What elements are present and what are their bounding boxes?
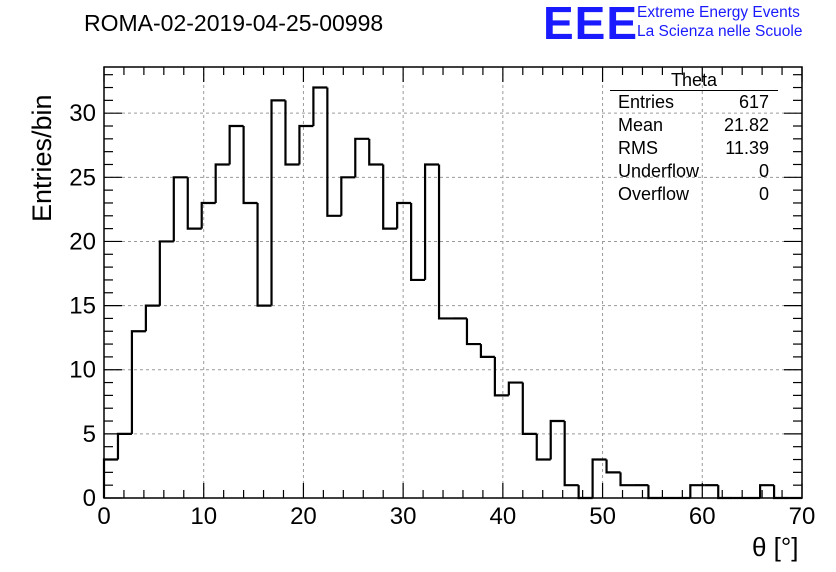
stats-row-label: Entries [618,92,675,112]
stats-row-label: Underflow [618,161,700,181]
histogram-bin [605,459,621,474]
logo-caption: Extreme Energy Events La Scienza nelle S… [637,3,802,41]
histogram-bin [256,202,272,307]
y-tick-label: 25 [69,164,96,191]
stats-row: Overflow 0 [610,183,778,206]
histogram-bins [102,86,802,500]
y-axis-label-wrap: Entries/bin [8,42,57,222]
histogram-bin [382,164,398,230]
x-tick-label: 50 [589,503,616,530]
histogram-bin [396,201,412,229]
y-tick-labels: 0 5 10 15 20 25 30 [69,100,96,512]
y-tick-label: 15 [69,293,96,320]
histogram-bin [102,458,118,498]
histogram-bin [410,202,426,282]
histogram-bin [577,485,593,500]
stats-title: Theta [610,70,778,91]
stats-box: Theta Entries 617 Mean 21.82 RMS 11.39 Underfl… [610,70,778,206]
histogram-bin [772,485,789,500]
histogram-bin [144,304,160,332]
y-tick-label: 5 [83,421,96,448]
x-tick-label: 30 [390,503,417,530]
logo-caption-line1: Extreme Energy Events [637,4,800,21]
stats-row-label: Overflow [618,184,690,204]
histogram-bin [130,330,146,434]
y-tick-label: 20 [69,228,96,255]
logo-caption-line2: La Scienza nelle Scuole [637,23,803,40]
histogram-bin [479,344,495,358]
y-axis-label: Entries/bin [27,94,57,222]
x-tick-labels: 0 10 20 30 40 50 60 70 [97,503,815,530]
histogram-bin [270,99,286,306]
y-tick-label: 10 [69,357,96,384]
histogram-bin [354,137,370,178]
x-tick-label: 70 [789,503,816,530]
stats-row-value: 0 [758,161,769,181]
histogram-bin [535,433,551,461]
stats-row-value: 21.82 [723,115,769,135]
histogram-bin [437,164,453,320]
histogram-bin [368,138,384,166]
histogram-bin [228,124,244,165]
stats-row-value: 0 [758,184,769,204]
histogram-bin [340,176,356,216]
x-tick-label: 20 [290,503,317,530]
stats-row: Mean 21.82 [610,114,778,137]
histogram-bin [298,124,314,165]
histogram-bin [284,100,300,166]
plot-frame [103,66,803,499]
stats-row-label: Mean [618,115,664,135]
stats-rows: Entries 617 Mean 21.82 RMS 11.39 Underflow 0 Ove… [610,91,778,206]
stats-row-label: RMS [618,138,658,158]
histogram-bin [312,86,328,127]
histogram-bin [423,163,440,280]
eee-logo: EEE [543,0,639,49]
histogram-bin [507,381,523,396]
histogram-bin [326,87,342,217]
stats-row-value: 617 [738,92,769,112]
histogram-bin [647,485,663,500]
histogram-bin [465,318,481,346]
histogram-bin [717,485,733,500]
x-axis-label: θ [°] [752,532,799,562]
histogram-bin [200,201,216,229]
x-tick-label: 40 [490,503,517,530]
histogram-bin [186,177,202,230]
histogram-bin [689,484,705,498]
stats-row: Underflow 0 [610,160,778,183]
histogram-bin [214,163,230,203]
histogram-bin [549,419,565,460]
histogram-bin [759,484,775,498]
histogram-bin [158,240,174,306]
histogram-bin [116,432,132,460]
x-tick-label: 0 [97,503,110,530]
histogram-bin [521,382,537,435]
stats-row: RMS 11.39 [610,137,778,160]
axis-ticks [103,67,803,499]
stats-row-value: 11.39 [725,138,769,158]
x-tick-label: 60 [689,503,716,530]
x-tick-label: 10 [190,503,217,530]
histogram-bin [619,472,635,487]
run-title: ROMA-02-2019-04-25-00998 [84,10,384,36]
grid-lines [104,67,802,498]
histogram-bin [242,126,258,205]
stats-row: Entries 617 [610,91,778,114]
histogram-bin [172,176,188,242]
histogram-bin [591,458,607,498]
y-tick-label: 30 [69,100,96,127]
histogram-bin [563,421,579,487]
y-tick-label: 0 [83,485,96,512]
histogram-bin [493,356,509,397]
